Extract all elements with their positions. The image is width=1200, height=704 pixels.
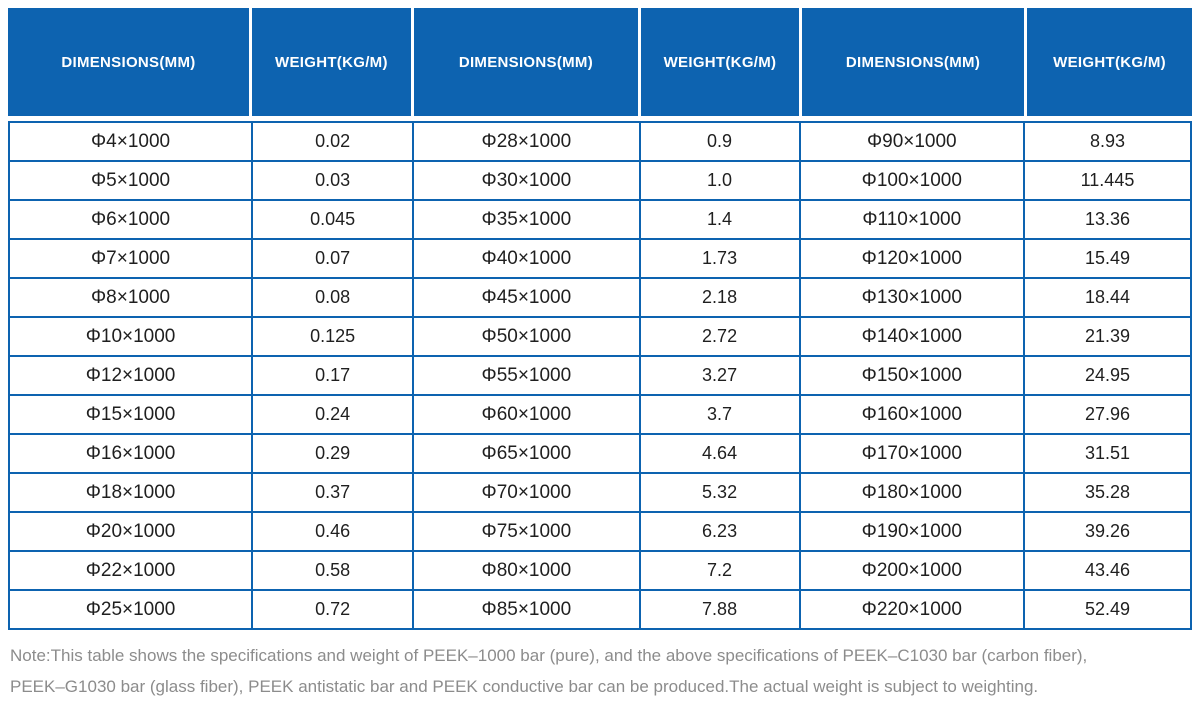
dimension-cell: Φ20×1000 [10,513,252,550]
dimension-cell: Φ100×1000 [800,162,1023,199]
dimension-cell: Φ12×1000 [10,357,252,394]
dimension-cell: Φ170×1000 [800,435,1023,472]
dimension-cell: Φ75×1000 [414,513,639,550]
weight-cell: 3.7 [640,396,799,433]
dimension-cell: Φ180×1000 [800,474,1023,511]
dimension-cell: Φ70×1000 [414,474,639,511]
dimension-cell: Φ120×1000 [800,240,1023,277]
column-header-weight: WEIGHT(KG/M) [1027,8,1192,116]
weight-cell: 31.51 [1024,435,1190,472]
dimension-cell: Φ80×1000 [414,552,639,589]
dimension-cell: Φ15×1000 [10,396,252,433]
table-body: Φ4×1000 0.02 Φ28×1000 0.9 Φ90×1000 8.93 Φ5×100… [8,121,1192,630]
column-header-dimensions: DIMENSIONS(MM) [8,8,249,116]
dimension-cell: Φ30×1000 [414,162,639,199]
weight-cell: 0.37 [253,474,413,511]
table-header-row: DIMENSIONS(MM) WEIGHT(KG/M) DIMENSIONS(MM)… [8,8,1192,116]
note-line-2: PEEK–G1030 bar (glass fiber), PEEK antis… [10,676,1039,696]
dimension-cell: Φ130×1000 [800,279,1023,316]
dimension-cell: Φ4×1000 [10,123,252,160]
weight-cell: 0.045 [253,201,413,238]
weight-cell: 0.07 [253,240,413,277]
dimension-cell: Φ160×1000 [800,396,1023,433]
dimension-cell: Φ7×1000 [10,240,252,277]
weight-cell: 15.49 [1024,240,1190,277]
weight-cell: 2.72 [640,318,799,355]
dimension-cell: Φ90×1000 [800,123,1023,160]
weight-cell: 0.9 [640,123,799,160]
dimension-cell: Φ140×1000 [800,318,1023,355]
weight-cell: 1.0 [640,162,799,199]
dimension-cell: Φ60×1000 [414,396,639,433]
weight-cell: 0.72 [253,591,413,628]
dimension-cell: Φ190×1000 [800,513,1023,550]
dimension-cell: Φ28×1000 [414,123,639,160]
column-header-weight: WEIGHT(KG/M) [251,8,411,116]
dimension-cell: Φ45×1000 [414,279,639,316]
dimension-cell: Φ22×1000 [10,552,252,589]
weight-cell: 8.93 [1024,123,1190,160]
dimension-cell: Φ6×1000 [10,201,252,238]
weight-cell: 0.17 [253,357,413,394]
weight-cell: 35.28 [1024,474,1190,511]
weight-cell: 39.26 [1024,513,1190,550]
weight-cell: 0.02 [253,123,413,160]
dimension-cell: Φ110×1000 [800,201,1023,238]
column-header-weight: WEIGHT(KG/M) [640,8,799,116]
weight-cell: 1.73 [640,240,799,277]
dimension-cell: Φ65×1000 [414,435,639,472]
dimension-cell: Φ5×1000 [10,162,252,199]
weight-cell: 11.445 [1024,162,1190,199]
weight-cell: 5.32 [640,474,799,511]
dimension-cell: Φ25×1000 [10,591,252,628]
dimension-cell: Φ18×1000 [10,474,252,511]
weight-cell: 4.64 [640,435,799,472]
weight-cell: 24.95 [1024,357,1190,394]
dimension-cell: Φ16×1000 [10,435,252,472]
dimension-cell: Φ50×1000 [414,318,639,355]
dimension-cell: Φ10×1000 [10,318,252,355]
weight-cell: 0.03 [253,162,413,199]
column-header-dimensions: DIMENSIONS(MM) [801,8,1025,116]
weight-cell: 21.39 [1024,318,1190,355]
weight-cell: 27.96 [1024,396,1190,433]
weight-cell: 1.4 [640,201,799,238]
weight-cell: 0.58 [253,552,413,589]
weight-cell: 0.125 [253,318,413,355]
dimension-cell: Φ150×1000 [800,357,1023,394]
note-line-1: Note:This table shows the specifications… [10,646,1088,665]
weight-cell: 7.88 [640,591,799,628]
dimension-cell: Φ220×1000 [800,591,1023,628]
weight-cell: 43.46 [1024,552,1190,589]
weight-cell: 2.18 [640,279,799,316]
weight-cell: 7.2 [640,552,799,589]
dimension-cell: Φ85×1000 [414,591,639,628]
dimension-cell: Φ35×1000 [414,201,639,238]
dimension-cell: Φ55×1000 [414,357,639,394]
column-header-dimensions: DIMENSIONS(MM) [413,8,638,116]
weight-cell: 0.24 [253,396,413,433]
dimension-cell: Φ40×1000 [414,240,639,277]
weight-cell: 18.44 [1024,279,1190,316]
table-note: Note:This table shows the specifications… [10,641,1192,702]
dimension-cell: Φ200×1000 [800,552,1023,589]
weight-cell: 0.29 [253,435,413,472]
weight-cell: 13.36 [1024,201,1190,238]
dimension-cell: Φ8×1000 [10,279,252,316]
weight-cell: 0.46 [253,513,413,550]
weight-cell: 52.49 [1024,591,1190,628]
weight-cell: 6.23 [640,513,799,550]
weight-cell: 0.08 [253,279,413,316]
weight-cell: 3.27 [640,357,799,394]
